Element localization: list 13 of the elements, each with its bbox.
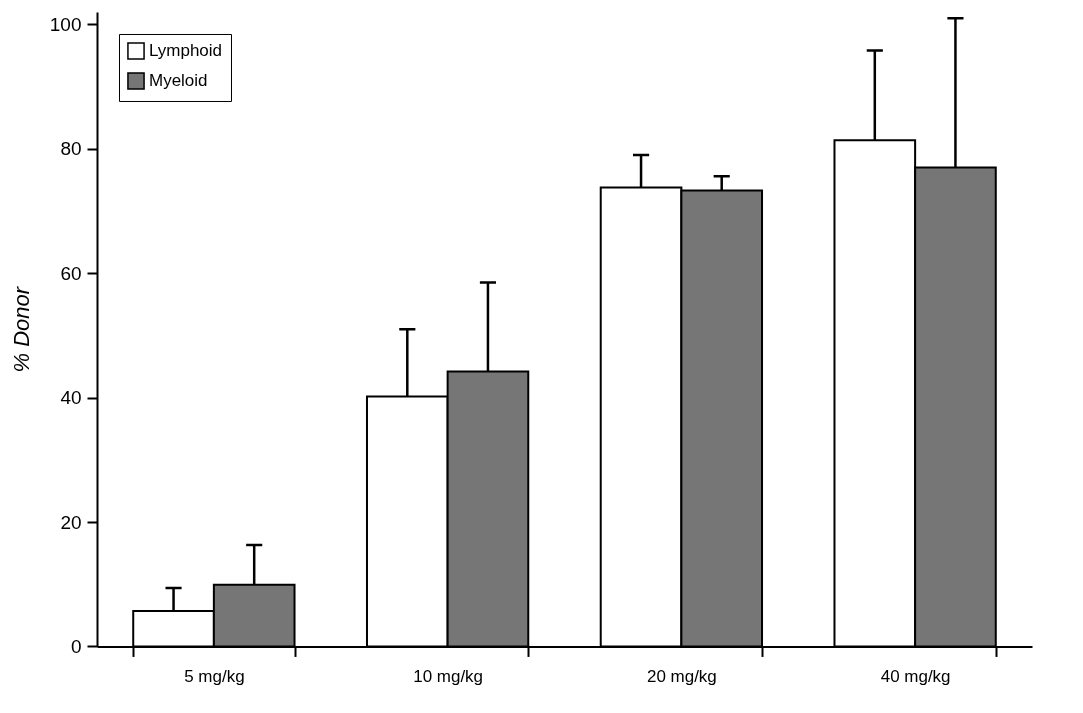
x-tick-label: 20 mg/kg <box>646 666 717 686</box>
x-tick-label: 10 mg/kg <box>413 666 484 686</box>
y-tick-label: 40 <box>60 387 82 409</box>
y-tick-label: 0 <box>70 635 82 657</box>
y-axis-title: % Donor <box>8 285 34 373</box>
y-tick-label: 60 <box>60 262 82 284</box>
y-tick-label: 20 <box>60 511 82 533</box>
x-tick-label: 40 mg/kg <box>880 666 951 686</box>
legend-label: Lymphoid <box>149 41 223 60</box>
legend-label: Myeloid <box>149 71 208 90</box>
x-tick-label: 5 mg/kg <box>184 666 245 686</box>
y-tick-label: 100 <box>49 13 82 35</box>
y-tick-label: 80 <box>60 138 82 160</box>
